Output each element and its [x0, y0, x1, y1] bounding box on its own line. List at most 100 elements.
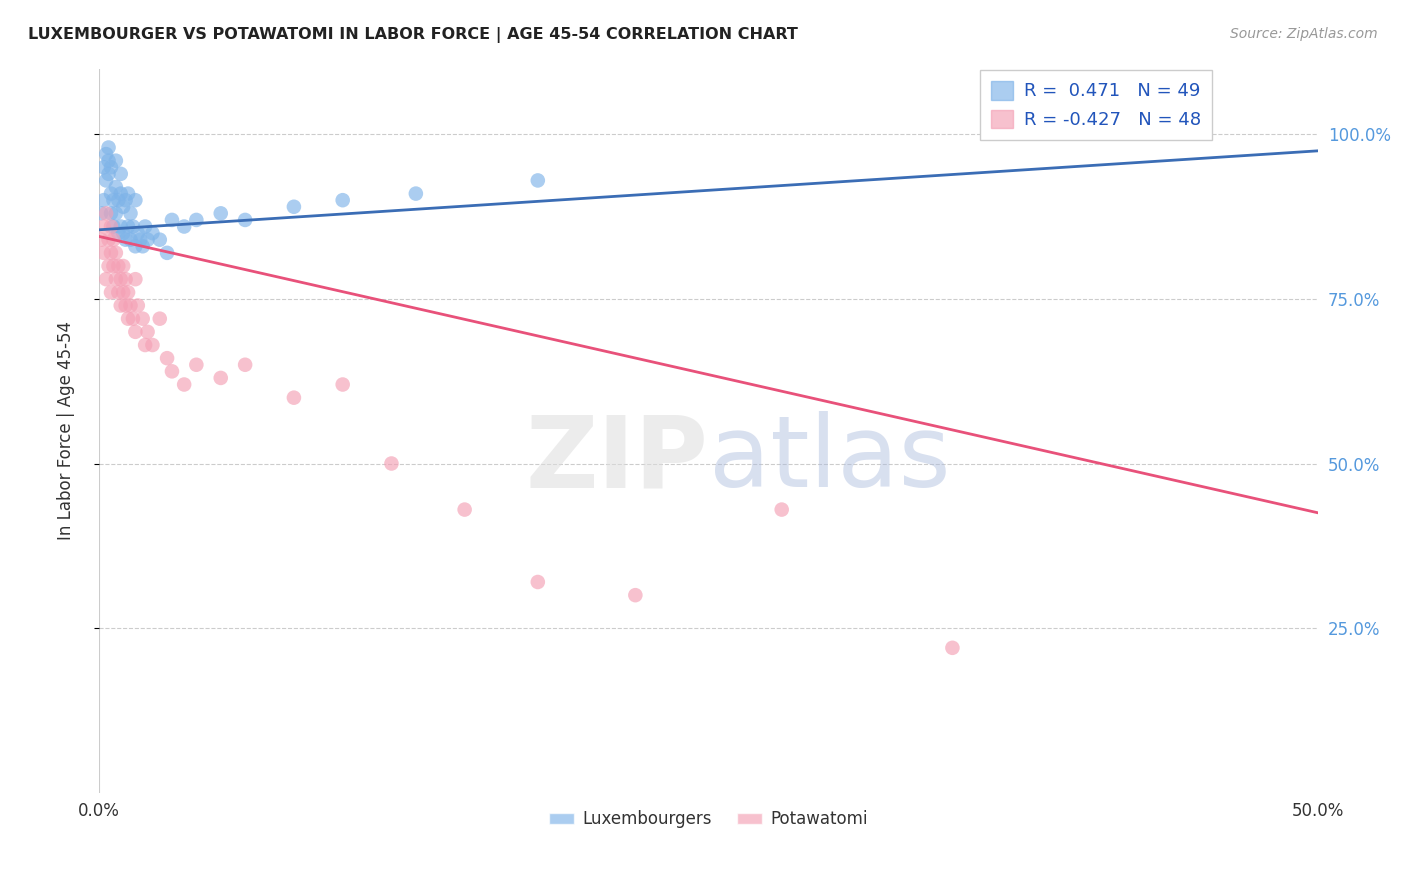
- Point: [156, 245, 179, 260]
- Point: [160, 364, 183, 378]
- Point: [110, 272, 132, 286]
- Point: [103, 259, 125, 273]
- Point: [103, 233, 125, 247]
- Text: Source: ZipAtlas.com: Source: ZipAtlas.com: [1230, 27, 1378, 41]
- Point: [453, 502, 475, 516]
- Point: [104, 180, 127, 194]
- Point: [149, 311, 172, 326]
- Point: [209, 206, 232, 220]
- Point: [124, 239, 146, 253]
- Point: [100, 161, 122, 175]
- Point: [233, 213, 256, 227]
- Point: [332, 377, 354, 392]
- Point: [93, 193, 115, 207]
- Point: [134, 219, 156, 234]
- Point: [186, 358, 208, 372]
- Point: [112, 285, 135, 300]
- Point: [122, 311, 145, 326]
- Point: [107, 193, 129, 207]
- Point: [107, 226, 129, 240]
- Point: [122, 219, 145, 234]
- Point: [107, 259, 129, 273]
- Point: [120, 206, 142, 220]
- Y-axis label: In Labor Force | Age 45-54: In Labor Force | Age 45-54: [58, 321, 75, 540]
- Point: [141, 226, 163, 240]
- Point: [117, 219, 139, 234]
- Point: [110, 219, 132, 234]
- Point: [117, 285, 139, 300]
- Point: [104, 272, 127, 286]
- Point: [134, 338, 156, 352]
- Point: [100, 206, 122, 220]
- Point: [209, 371, 232, 385]
- Point: [136, 233, 159, 247]
- Point: [104, 245, 127, 260]
- Point: [160, 213, 183, 227]
- Point: [941, 640, 963, 655]
- Point: [94, 173, 117, 187]
- Point: [103, 193, 125, 207]
- Point: [129, 233, 152, 247]
- Point: [112, 226, 135, 240]
- Point: [127, 226, 149, 240]
- Point: [233, 358, 256, 372]
- Point: [173, 377, 195, 392]
- Point: [94, 206, 117, 220]
- Point: [127, 298, 149, 312]
- Text: ZIP: ZIP: [526, 411, 709, 508]
- Point: [624, 588, 647, 602]
- Point: [136, 325, 159, 339]
- Point: [131, 239, 153, 253]
- Point: [186, 213, 208, 227]
- Point: [94, 147, 117, 161]
- Point: [100, 245, 122, 260]
- Point: [131, 311, 153, 326]
- Point: [94, 272, 117, 286]
- Point: [100, 219, 122, 234]
- Point: [104, 206, 127, 220]
- Point: [107, 285, 129, 300]
- Point: [97, 140, 120, 154]
- Point: [97, 153, 120, 168]
- Point: [93, 219, 115, 234]
- Point: [283, 200, 305, 214]
- Text: LUXEMBOURGER VS POTAWATOMI IN LABOR FORCE | AGE 45-54 CORRELATION CHART: LUXEMBOURGER VS POTAWATOMI IN LABOR FORC…: [28, 27, 799, 43]
- Point: [173, 219, 195, 234]
- Point: [93, 161, 115, 175]
- Text: atlas: atlas: [709, 411, 950, 508]
- Point: [93, 245, 115, 260]
- Point: [114, 233, 136, 247]
- Point: [527, 574, 550, 589]
- Point: [124, 272, 146, 286]
- Point: [110, 298, 132, 312]
- Point: [114, 193, 136, 207]
- Point: [90, 206, 112, 220]
- Point: [90, 233, 112, 247]
- Point: [97, 259, 120, 273]
- Point: [110, 167, 132, 181]
- Point: [770, 502, 793, 516]
- Point: [120, 298, 142, 312]
- Point: [100, 285, 122, 300]
- Point: [380, 457, 402, 471]
- Point: [283, 391, 305, 405]
- Point: [527, 173, 550, 187]
- Point: [103, 219, 125, 234]
- Legend: Luxembourgers, Potawatomi: Luxembourgers, Potawatomi: [543, 804, 875, 835]
- Point: [124, 325, 146, 339]
- Point: [104, 153, 127, 168]
- Point: [117, 186, 139, 201]
- Point: [114, 272, 136, 286]
- Point: [114, 298, 136, 312]
- Point: [156, 351, 179, 366]
- Point: [110, 186, 132, 201]
- Point: [405, 186, 427, 201]
- Point: [112, 259, 135, 273]
- Point: [112, 200, 135, 214]
- Point: [120, 233, 142, 247]
- Point: [97, 167, 120, 181]
- Point: [332, 193, 354, 207]
- Point: [141, 338, 163, 352]
- Point: [124, 193, 146, 207]
- Point: [97, 233, 120, 247]
